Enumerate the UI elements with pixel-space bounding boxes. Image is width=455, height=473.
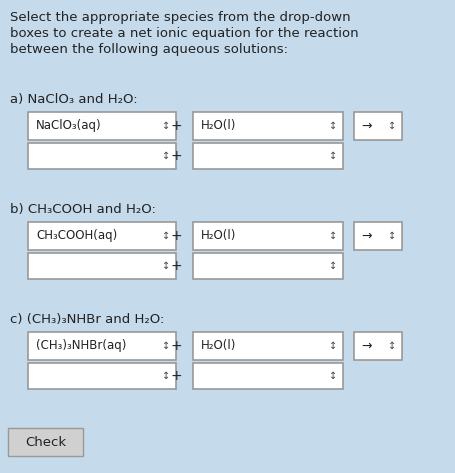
Bar [28, 253, 176, 279]
Text: +: + [170, 229, 182, 243]
Bar [28, 332, 176, 360]
Text: b) CH₃COOH and H₂O:: b) CH₃COOH and H₂O: [10, 202, 156, 216]
Bar [193, 222, 343, 250]
Text: ↕: ↕ [162, 341, 170, 351]
Text: →: → [361, 229, 371, 243]
Bar [28, 363, 176, 389]
Text: Check: Check [25, 436, 66, 448]
Text: →: → [361, 340, 371, 352]
Bar [28, 143, 176, 169]
Text: c) (CH₃)₃NHBr and H₂O:: c) (CH₃)₃NHBr and H₂O: [10, 313, 164, 325]
Bar [193, 112, 343, 140]
Bar [354, 112, 402, 140]
Text: NaClO₃(aq): NaClO₃(aq) [36, 120, 101, 132]
Bar [354, 332, 402, 360]
Text: ↕: ↕ [388, 121, 396, 131]
Text: ↕: ↕ [329, 261, 337, 271]
Text: +: + [170, 369, 182, 383]
Text: ↕: ↕ [329, 151, 337, 161]
Text: +: + [170, 149, 182, 163]
Text: (CH₃)₃NHBr(aq): (CH₃)₃NHBr(aq) [36, 340, 126, 352]
Bar [8, 428, 83, 456]
Text: boxes to create a net ionic equation for the reaction: boxes to create a net ionic equation for… [10, 27, 359, 41]
Bar [28, 222, 176, 250]
Text: ↕: ↕ [162, 151, 170, 161]
Text: Select the appropriate species from the drop-down: Select the appropriate species from the … [10, 11, 351, 25]
Text: ↕: ↕ [162, 261, 170, 271]
Text: ↕: ↕ [388, 231, 396, 241]
Text: H₂O(l): H₂O(l) [201, 340, 237, 352]
Text: +: + [170, 119, 182, 133]
Text: H₂O(l): H₂O(l) [201, 120, 237, 132]
Text: ↕: ↕ [329, 231, 337, 241]
Bar [193, 253, 343, 279]
Text: +: + [170, 339, 182, 353]
Text: ↕: ↕ [162, 231, 170, 241]
Bar [193, 143, 343, 169]
Bar [354, 222, 402, 250]
Text: ↕: ↕ [329, 341, 337, 351]
Text: ↕: ↕ [388, 341, 396, 351]
Text: CH₃COOH(aq): CH₃COOH(aq) [36, 229, 117, 243]
Text: a) NaClO₃ and H₂O:: a) NaClO₃ and H₂O: [10, 93, 137, 105]
Bar [193, 332, 343, 360]
Text: ↕: ↕ [329, 371, 337, 381]
Bar [28, 112, 176, 140]
Bar [193, 363, 343, 389]
Text: between the following aqueous solutions:: between the following aqueous solutions: [10, 44, 288, 56]
Text: +: + [170, 259, 182, 273]
Text: H₂O(l): H₂O(l) [201, 229, 237, 243]
Text: ↕: ↕ [329, 121, 337, 131]
Text: →: → [361, 120, 371, 132]
Text: ↕: ↕ [162, 371, 170, 381]
Text: ↕: ↕ [162, 121, 170, 131]
